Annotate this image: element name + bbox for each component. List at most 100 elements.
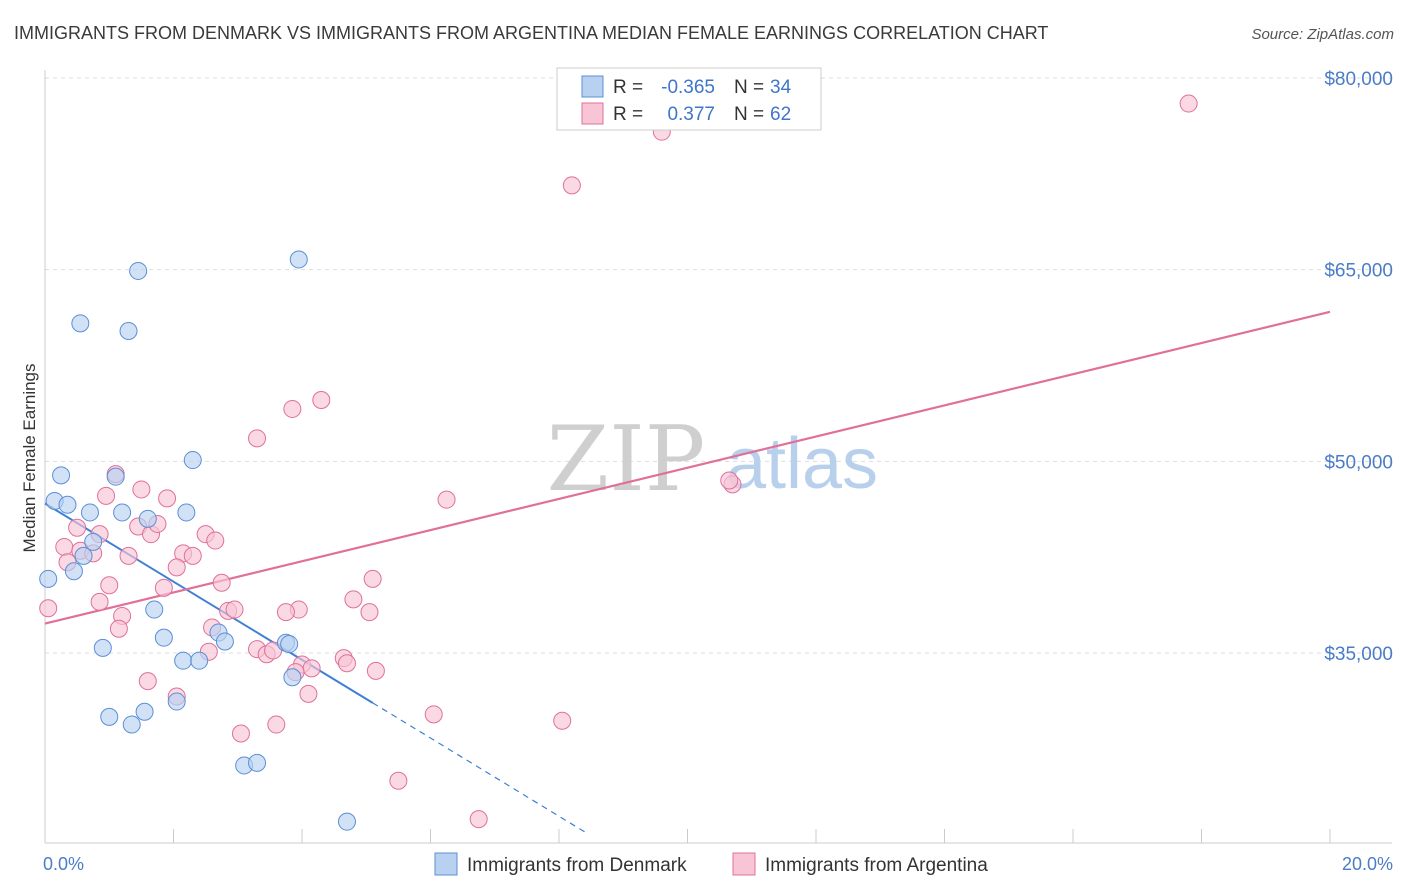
point-denmark [215,632,234,651]
tick-labels: $35,000 $50,000 $65,000 $80,000 0.0% 20.0% [43,69,1393,874]
point-argentina [389,771,408,790]
trend-line-argentina [44,310,1331,625]
point-argentina [366,661,385,680]
point-argentina [225,600,244,619]
point-denmark [183,451,202,470]
point-argentina [248,429,267,448]
point-denmark [190,651,209,670]
legend-n-label-denmark: N = [734,77,764,98]
point-argentina [119,546,138,565]
point-argentina [267,715,286,734]
point-argentina [138,672,157,691]
watermark-atlas: atlas [726,424,878,504]
point-argentina [562,176,581,195]
point-argentina [109,619,128,638]
point-argentina [363,569,382,588]
trend-line-denmark-extension [372,702,586,833]
point-argentina [299,684,318,703]
y-tick-label: $50,000 [1324,452,1393,473]
point-argentina [424,705,443,724]
point-argentina [100,576,119,595]
bottom-legend-swatch-argentina [732,852,756,876]
chart-title: IMMIGRANTS FROM DENMARK VS IMMIGRANTS FR… [14,23,1048,43]
point-denmark [174,651,193,670]
point-argentina [344,590,363,609]
point-denmark [100,707,119,726]
point-denmark [129,261,148,280]
source-credit: Source: ZipAtlas.com [1251,26,1394,43]
y-tick-label: $35,000 [1324,644,1393,665]
point-argentina [68,518,87,537]
point-argentina [283,399,302,418]
point-denmark [106,467,125,486]
point-argentina [55,537,74,556]
point-denmark [167,692,186,711]
legend-box: R = -0.365 N = 34 R = 0.377 N = 62 [556,67,822,131]
point-denmark [39,569,58,588]
point-denmark [283,668,302,687]
point-denmark [80,503,99,522]
trend-lines [44,310,1331,833]
point-argentina [212,573,231,592]
point-argentina [90,592,109,611]
point-denmark [289,250,308,269]
legend-n-label-argentina: N = [734,104,764,125]
bottom-legend-label-denmark: Immigrants from Denmark [467,855,687,876]
axes [44,70,1392,844]
point-argentina [360,603,379,622]
point-argentina [312,391,331,409]
point-denmark [93,638,112,657]
point-argentina [302,659,321,678]
point-denmark [74,546,93,565]
bottom-legend-label-argentina: Immigrants from Argentina [765,855,988,876]
point-denmark [71,314,90,333]
point-argentina [183,546,202,565]
point-argentina [206,531,225,550]
point-denmark [177,503,196,522]
point-denmark [337,812,356,831]
y-tick-label: $65,000 [1324,261,1393,282]
legend-r-label-argentina: R = [613,104,643,125]
point-denmark [135,702,154,721]
legend-n-value-denmark: 34 [770,77,792,98]
gridlines [45,77,1392,654]
point-argentina [231,724,250,743]
legend-r-value-denmark: -0.365 [661,77,715,98]
point-denmark [122,715,141,734]
data-points [39,94,1198,831]
point-denmark [113,503,132,522]
point-argentina [276,603,295,622]
legend-swatch-argentina [581,102,604,125]
point-denmark [84,532,103,551]
point-argentina [158,489,177,508]
legend-r-label-denmark: R = [613,77,643,98]
point-denmark [119,322,138,340]
legend-swatch-denmark [581,75,604,98]
point-denmark [154,628,173,647]
point-denmark [280,635,299,654]
bottom-legend: Immigrants from Denmark Immigrants from … [434,852,988,876]
point-argentina [167,558,186,577]
x-tick-label: 0.0% [43,854,84,874]
point-argentina [720,471,739,490]
point-argentina [154,578,173,597]
bottom-legend-swatch-denmark [434,852,458,876]
point-denmark [138,509,157,528]
point-argentina [39,599,58,618]
point-denmark [145,600,164,619]
point-argentina [469,810,488,829]
y-axis-label: Median Female Earnings [20,364,39,553]
point-argentina [132,480,151,499]
point-denmark [52,466,71,485]
y-tick-label: $80,000 [1324,69,1393,90]
point-argentina [97,486,116,505]
point-denmark [58,495,77,514]
point-denmark [64,562,83,581]
x-tick-label: 20.0% [1342,854,1393,874]
point-argentina [337,654,356,673]
point-argentina [437,490,456,509]
point-denmark [248,753,267,772]
point-argentina [1179,94,1198,113]
legend-r-value-argentina: 0.377 [667,104,715,125]
